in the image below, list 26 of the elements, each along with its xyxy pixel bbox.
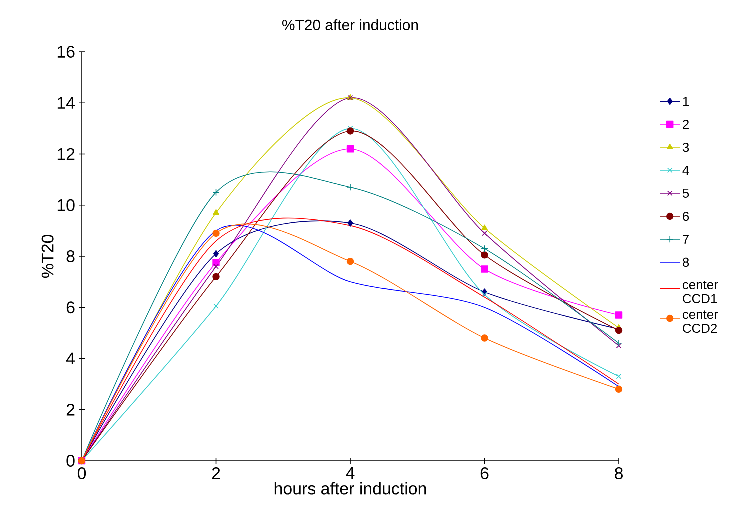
x-tick-label: 8	[615, 468, 623, 480]
y-tick-label: 16	[58, 46, 75, 58]
legend-label: 3	[682, 142, 690, 152]
legend-label: 4	[682, 166, 690, 175]
y-tick-label: 6	[66, 302, 75, 314]
chart-title: %T20 after induction	[282, 20, 418, 30]
legend-label: 1	[683, 97, 689, 106]
x-tick-label: 4	[346, 468, 355, 480]
y-tick-label: 4	[66, 352, 75, 365]
x-tick-label: 0	[78, 468, 86, 480]
x-tick-label: 2	[212, 468, 220, 480]
legend-label: 5	[682, 188, 690, 198]
legend-label: 2	[683, 120, 689, 130]
y-tick-label: 8	[66, 250, 75, 262]
x-tick-label: 6	[480, 468, 489, 480]
legend-label: 6	[683, 212, 690, 222]
x-axis-title: hours after induction	[274, 482, 426, 495]
y-axis-title: %T20	[42, 235, 54, 278]
y-tick-label: 2	[66, 404, 75, 416]
y-tick-label: 0	[66, 454, 75, 467]
y-tick-label: 12	[58, 148, 75, 160]
y-tick-label: 10	[58, 199, 75, 212]
legend-label: 8	[682, 258, 690, 268]
legend-label: center CCD2	[682, 310, 718, 334]
y-tick-label: 14	[58, 97, 75, 109]
legend-label: 7	[683, 235, 689, 244]
